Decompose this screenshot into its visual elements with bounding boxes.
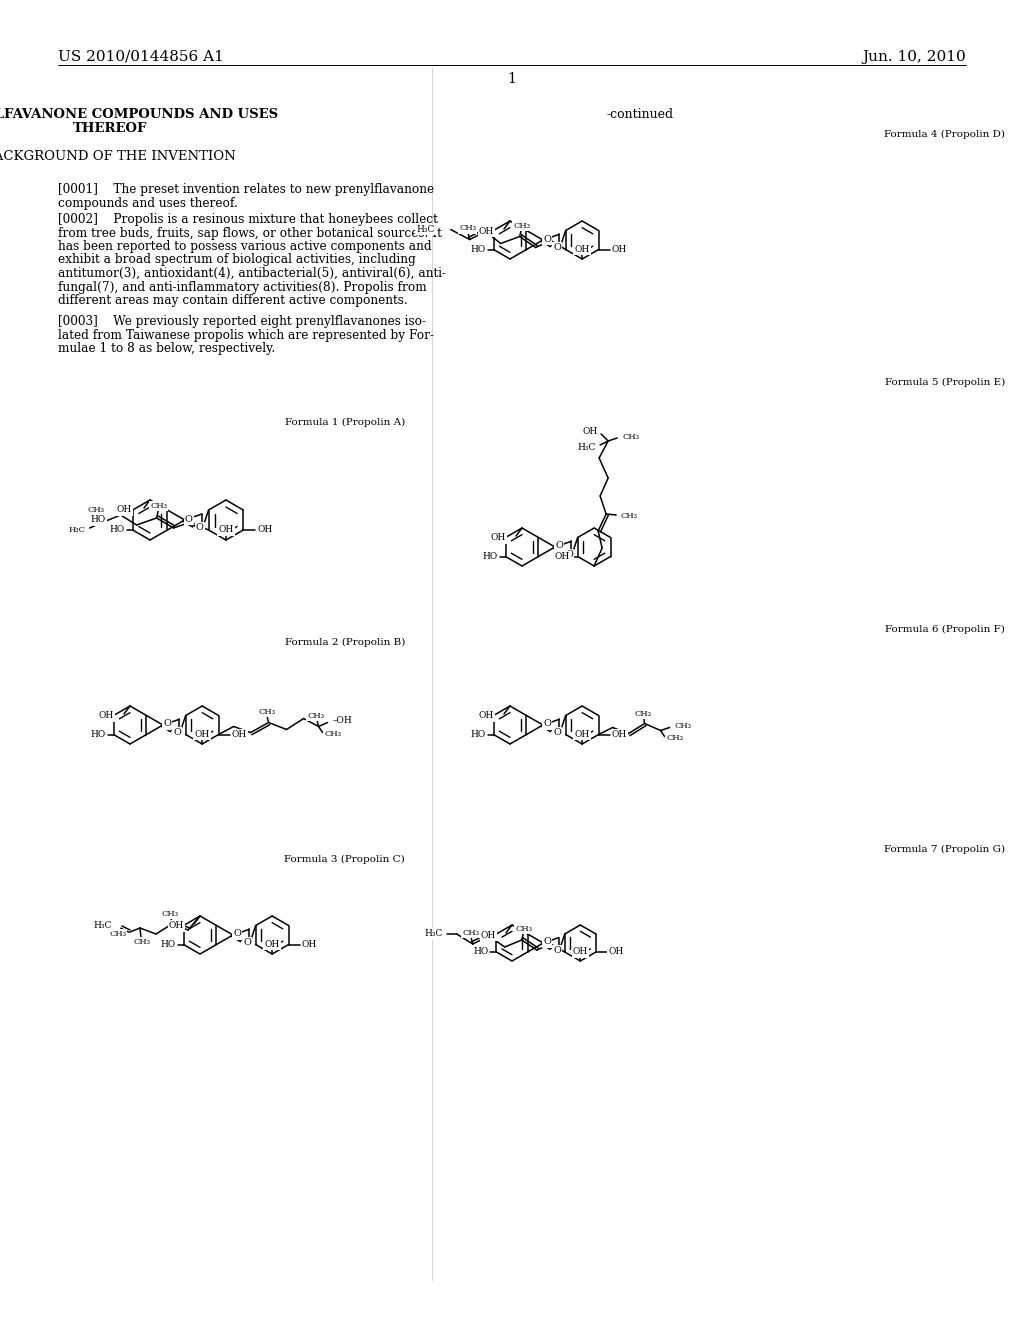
Text: OH: OH (257, 525, 272, 535)
Text: CH₃: CH₃ (675, 722, 691, 730)
Text: O: O (553, 946, 561, 954)
Text: OH: OH (572, 948, 588, 957)
Text: CH₃: CH₃ (87, 506, 104, 513)
Text: 1: 1 (508, 73, 516, 86)
Text: O: O (233, 929, 241, 939)
Text: H₃C: H₃C (578, 442, 596, 451)
Text: O: O (565, 550, 573, 560)
Text: OH: OH (169, 921, 184, 931)
Text: from tree buds, fruits, sap flows, or other botanical sources. It: from tree buds, fruits, sap flows, or ot… (58, 227, 442, 239)
Text: HO: HO (473, 948, 488, 957)
Text: CH₃: CH₃ (307, 711, 324, 719)
Text: Formula 1 (Propolin A): Formula 1 (Propolin A) (285, 418, 406, 428)
Text: OH: OH (231, 730, 247, 739)
Text: OH: OH (479, 227, 494, 235)
Text: HO: HO (470, 730, 485, 739)
Text: Formula 3 (Propolin C): Formula 3 (Propolin C) (285, 855, 406, 865)
Text: exhibit a broad spectrum of biological activities, including: exhibit a broad spectrum of biological a… (58, 253, 416, 267)
Text: OH: OH (490, 533, 506, 543)
Text: CH₃: CH₃ (109, 931, 126, 939)
Text: OH: OH (117, 506, 132, 515)
Text: THEREOF: THEREOF (73, 121, 147, 135)
Text: OH: OH (583, 426, 598, 436)
Text: O: O (544, 937, 551, 946)
Text: OH: OH (98, 711, 114, 721)
Text: H₃C: H₃C (69, 525, 86, 535)
Text: OH: OH (574, 246, 590, 253)
Text: O: O (184, 515, 193, 524)
Text: OH: OH (302, 940, 317, 949)
Text: BACKGROUND OF THE INVENTION: BACKGROUND OF THE INVENTION (0, 150, 236, 162)
Text: lated from Taiwanese propolis which are represented by For-: lated from Taiwanese propolis which are … (58, 329, 434, 342)
Text: Formula 4 (Propolin D): Formula 4 (Propolin D) (884, 129, 1005, 139)
Text: Formula 5 (Propolin E): Formula 5 (Propolin E) (885, 378, 1005, 387)
Text: CH₃: CH₃ (667, 734, 684, 742)
Text: CH₃: CH₃ (462, 929, 479, 937)
Text: –OH: –OH (333, 715, 352, 725)
Text: HO: HO (470, 246, 485, 253)
Text: mulae 1 to 8 as below, respectively.: mulae 1 to 8 as below, respectively. (58, 342, 275, 355)
Text: CH₃: CH₃ (634, 710, 651, 718)
Text: CH₃: CH₃ (133, 939, 151, 946)
Text: OH: OH (612, 730, 627, 739)
Text: HO: HO (482, 552, 498, 561)
Text: has been reported to possess various active components and: has been reported to possess various act… (58, 240, 432, 253)
Text: CH₃: CH₃ (621, 512, 637, 520)
Text: CH₃: CH₃ (325, 730, 342, 738)
Text: O: O (163, 719, 171, 729)
Text: O: O (543, 235, 551, 243)
Text: H₃C: H₃C (424, 929, 442, 939)
Text: HO: HO (90, 516, 105, 524)
Text: CH₃: CH₃ (623, 433, 639, 441)
Text: [0002]    Propolis is a resinous mixture that honeybees collect: [0002] Propolis is a resinous mixture th… (58, 213, 438, 226)
Text: OH: OH (554, 552, 569, 561)
Text: CH₃: CH₃ (151, 502, 167, 510)
Text: H₃C: H₃C (93, 921, 112, 931)
Text: [0003]    We previously reported eight prenylflavanones iso-: [0003] We previously reported eight pren… (58, 315, 426, 327)
Text: O: O (543, 719, 551, 729)
Text: Jun. 10, 2010: Jun. 10, 2010 (862, 50, 966, 63)
Text: OH: OH (480, 931, 496, 940)
Text: PRENYLFAVANONE COMPOUNDS AND USES: PRENYLFAVANONE COMPOUNDS AND USES (0, 108, 279, 121)
Text: fungal(7), and anti-inflammatory activities(8). Propolis from: fungal(7), and anti-inflammatory activit… (58, 281, 427, 293)
Text: OH: OH (574, 730, 590, 739)
Text: [0001]    The preset invention relates to new prenylflavanone: [0001] The preset invention relates to n… (58, 183, 434, 195)
Text: different areas may contain different active components.: different areas may contain different ac… (58, 294, 408, 308)
Text: OH: OH (218, 525, 233, 535)
Text: CH₃: CH₃ (459, 224, 476, 232)
Text: OH: OH (608, 948, 624, 957)
Text: HO: HO (110, 525, 125, 535)
Text: US 2010/0144856 A1: US 2010/0144856 A1 (58, 50, 224, 63)
Text: CH₃: CH₃ (515, 925, 532, 933)
Text: H₃C: H₃C (417, 224, 434, 234)
Text: CH₃: CH₃ (513, 222, 530, 230)
Text: compounds and uses thereof.: compounds and uses thereof. (58, 197, 238, 210)
Text: Formula 6 (Propolin F): Formula 6 (Propolin F) (885, 624, 1005, 634)
Text: OH: OH (479, 711, 494, 721)
Text: -continued: -continued (606, 108, 674, 121)
Text: HO: HO (90, 730, 105, 739)
Text: O: O (244, 939, 252, 948)
Text: O: O (555, 541, 563, 550)
Text: Formula 2 (Propolin B): Formula 2 (Propolin B) (285, 638, 406, 647)
Text: O: O (173, 729, 181, 737)
Text: OH: OH (264, 940, 280, 949)
Text: O: O (554, 729, 561, 737)
Text: O: O (196, 524, 204, 532)
Text: OH: OH (612, 246, 627, 253)
Text: OH: OH (195, 730, 210, 739)
Text: HO: HO (161, 940, 175, 949)
Text: CH₃: CH₃ (258, 708, 275, 715)
Text: O: O (554, 243, 561, 252)
Text: Formula 7 (Propolin G): Formula 7 (Propolin G) (884, 845, 1005, 854)
Text: CH₃: CH₃ (162, 909, 178, 917)
Text: antitumor(3), antioxidant(4), antibacterial(5), antiviral(6), anti-: antitumor(3), antioxidant(4), antibacter… (58, 267, 446, 280)
